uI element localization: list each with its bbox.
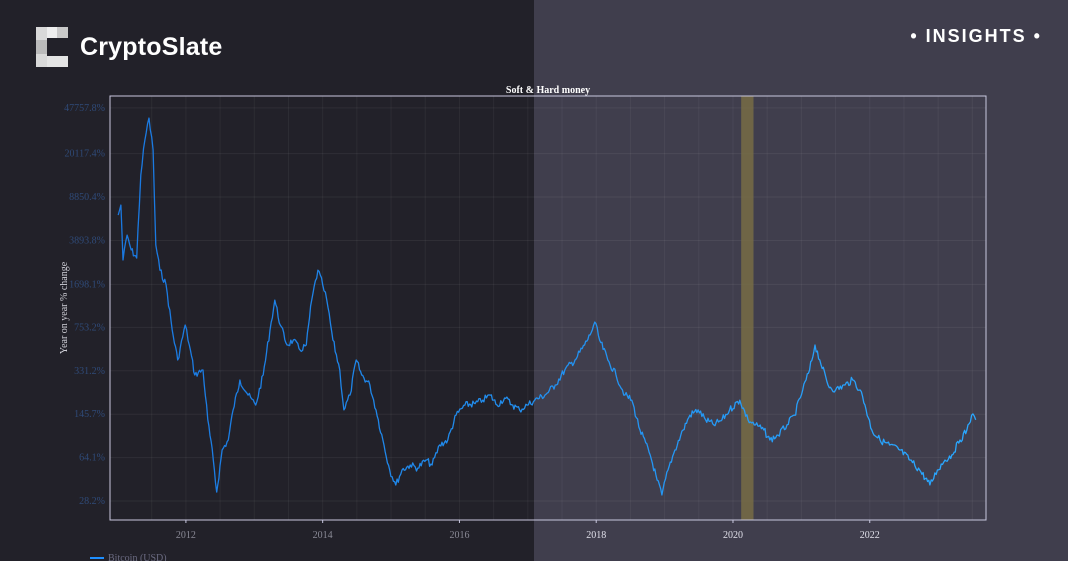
chart-title: Soft & Hard money bbox=[506, 85, 590, 96]
series-line-bitcoin bbox=[117, 117, 977, 496]
highlight-band bbox=[741, 96, 754, 520]
legend-label: Bitcoin (USD) bbox=[108, 553, 167, 561]
x-tick-label: 2016 bbox=[449, 530, 469, 541]
y-tick-label: 145.7% bbox=[74, 409, 105, 420]
y-tick-label: 753.2% bbox=[74, 322, 105, 333]
background-right-panel bbox=[534, 0, 1068, 561]
y-axis-label: Year on year % change bbox=[59, 261, 70, 354]
y-tick-label: 47757.8% bbox=[64, 103, 105, 114]
x-tick-label: 2014 bbox=[313, 530, 333, 541]
x-tick-label: 2012 bbox=[176, 530, 196, 541]
insights-badge: • INSIGHTS • bbox=[910, 26, 1042, 46]
y-tick-label: 1698.1% bbox=[69, 279, 105, 290]
cryptoslate-logo: CryptoSlate bbox=[36, 27, 223, 67]
y-tick-label: 3893.8% bbox=[69, 235, 105, 246]
x-tick-label: 2020 bbox=[723, 530, 743, 541]
grid bbox=[110, 96, 986, 520]
y-tick-label: 64.1% bbox=[79, 453, 105, 464]
cryptoslate-logo-icon bbox=[36, 27, 68, 67]
y-axis-ticks: 47757.8% 20117.4% 8850.4% 3893.8% 1698.1% 753… bbox=[64, 103, 105, 507]
plot-frame bbox=[109, 95, 987, 521]
x-axis-ticks: 2012 2014 2016 2018 2020 2022 bbox=[176, 520, 880, 541]
x-tick-label: 2022 bbox=[860, 530, 880, 541]
y-tick-label: 20117.4% bbox=[65, 149, 105, 160]
x-tick-label: 2018 bbox=[586, 530, 606, 541]
y-tick-label: 331.2% bbox=[74, 366, 105, 377]
y-tick-label: 28.2% bbox=[79, 496, 105, 507]
y-tick-label: 8850.4% bbox=[69, 192, 105, 203]
brand-name: CryptoSlate bbox=[80, 32, 223, 61]
